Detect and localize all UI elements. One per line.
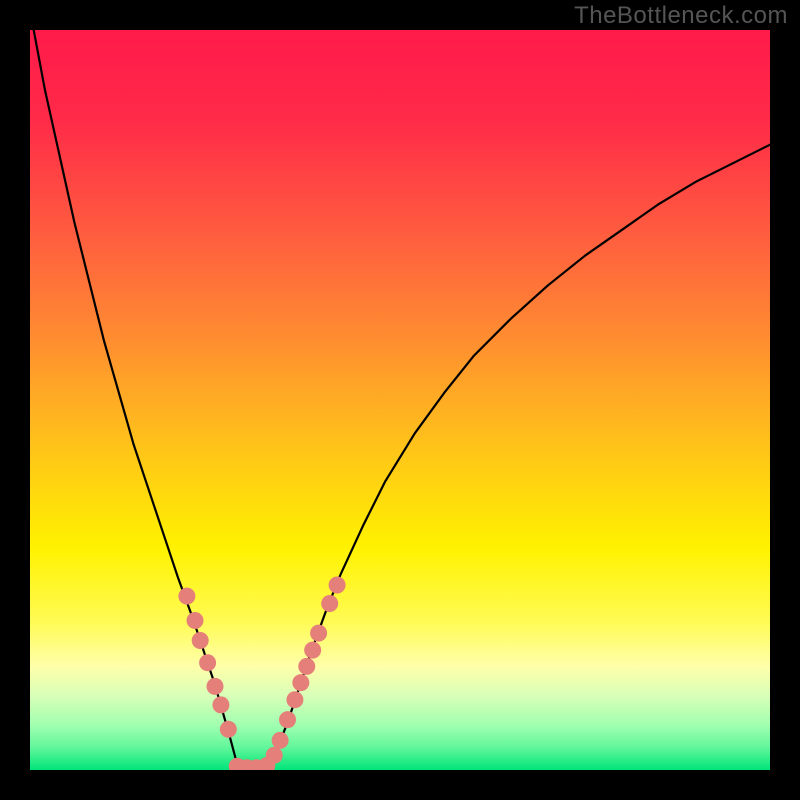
data-marker: [178, 588, 195, 605]
chart-svg: [30, 30, 770, 770]
data-marker: [321, 595, 338, 612]
data-marker: [266, 747, 283, 764]
data-marker: [304, 642, 321, 659]
data-marker: [207, 678, 224, 695]
data-marker: [279, 711, 296, 728]
watermark-text: TheBottleneck.com: [574, 2, 788, 30]
data-marker: [187, 612, 204, 629]
bottleneck-curve: [34, 30, 770, 769]
data-marker: [329, 577, 346, 594]
data-marker: [310, 625, 327, 642]
marker-group: [178, 577, 345, 771]
data-marker: [220, 721, 237, 738]
data-marker: [192, 632, 209, 649]
data-marker: [199, 654, 216, 671]
data-marker: [286, 691, 303, 708]
data-marker: [292, 674, 309, 691]
data-marker: [298, 658, 315, 675]
data-marker: [272, 732, 289, 749]
plot-area: [30, 30, 770, 770]
data-marker: [212, 696, 229, 713]
